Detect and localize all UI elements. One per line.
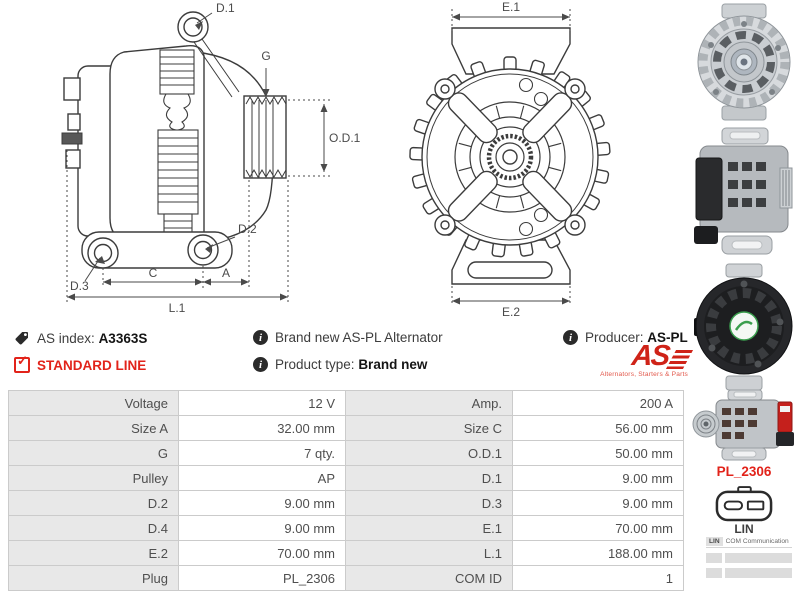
spec-row: D.2 9.00 mm D.3 9.00 mm — [8, 490, 684, 516]
as-index-text: AS index: A3363S — [37, 330, 148, 346]
producer-value: AS-PL — [647, 330, 688, 345]
spec-value-cell: 7 qty. — [178, 440, 346, 466]
producer-text: Producer: AS-PL — [585, 330, 688, 345]
brand-new-text: Brand new AS-PL Alternator — [275, 330, 443, 345]
spec-row: Voltage 12 V Amp. 200 A — [8, 390, 684, 416]
dim-label-e2: E.2 — [502, 305, 520, 319]
spec-label-cell: O.D.1 — [345, 440, 513, 466]
spec-label-cell: E.2 — [8, 540, 179, 566]
spec-value-cell: 200 A — [512, 390, 684, 416]
spec-label-cell: D.1 — [345, 465, 513, 491]
spec-value-cell: 9.00 mm — [512, 490, 684, 516]
product-photo-side-2[interactable] — [692, 388, 796, 467]
dim-label-d2: D.2 — [238, 222, 257, 236]
spec-label-cell: Amp. — [345, 390, 513, 416]
dim-label-c: C — [149, 266, 158, 280]
spec-label-cell: Voltage — [8, 390, 179, 416]
standard-line-label: STANDARD LINE — [37, 357, 147, 373]
check-icon: ✓ — [14, 353, 30, 373]
info-icon: i — [563, 330, 578, 345]
spec-row: Plug PL_2306 COM ID 1 — [8, 565, 684, 591]
as-pl-logo: AS Alternators, Starters & Parts — [586, 340, 694, 378]
as-index-value: A3363S — [98, 330, 148, 346]
alternator-side-photo-graphic — [694, 127, 793, 255]
spec-value-cell: 9.00 mm — [178, 490, 346, 516]
producer-item: i Producer: AS-PL — [563, 330, 688, 345]
spec-label-cell: COM ID — [345, 565, 513, 591]
spec-value-cell: 56.00 mm — [512, 415, 684, 441]
product-type-text: Product type: Brand new — [275, 357, 428, 372]
product-photo-side[interactable] — [692, 124, 796, 265]
as-pl-logo-tagline: Alternators, Starters & Parts — [600, 371, 688, 378]
side-view-technical-drawing: D.1 G O.D.1 D.2 D.3 C A L.1 — [61, 1, 361, 315]
plug-connector-icon — [715, 486, 773, 522]
alternator-front-photo-graphic — [697, 3, 791, 121]
as-index-item: AS index: A3363S — [14, 330, 147, 346]
dim-label-d3: D.3 — [70, 279, 89, 293]
spec-row: Pulley AP D.1 9.00 mm — [8, 465, 684, 491]
spec-row: Size A 32.00 mm Size C 56.00 mm — [8, 415, 684, 441]
spec-value-cell: 50.00 mm — [512, 440, 684, 466]
spec-value-cell: PL_2306 — [178, 565, 346, 591]
spec-row: G 7 qty. O.D.1 50.00 mm — [8, 440, 684, 466]
spec-label-cell: D.3 — [345, 490, 513, 516]
product-type-value: Brand new — [358, 357, 428, 372]
standard-line-item: ✓ STANDARD LINE — [14, 353, 147, 373]
spec-table: Voltage 12 V Amp. 200 A Size A 32.00 mm … — [8, 390, 684, 591]
product-type-item: i Product type: Brand new — [253, 357, 427, 372]
alternator-rear-photo-graphic — [694, 263, 793, 391]
com-table-placeholder-row — [706, 553, 792, 563]
brand-new-item: i Brand new AS-PL Alternator — [253, 330, 443, 345]
as-pl-logo-flag — [665, 350, 694, 369]
spec-value-cell: 188.00 mm — [512, 540, 684, 566]
spec-value-cell: 9.00 mm — [178, 515, 346, 541]
dim-label-e1: E.1 — [502, 0, 520, 14]
com-communication-table: LIN COM Communication — [706, 537, 792, 578]
info-icon: i — [253, 330, 268, 345]
spec-row: D.4 9.00 mm E.1 70.00 mm — [8, 515, 684, 541]
dim-label-g: G — [261, 49, 270, 63]
dim-label-a: A — [222, 266, 230, 280]
spec-value-cell: 70.00 mm — [512, 515, 684, 541]
spec-value-cell: 32.00 mm — [178, 415, 346, 441]
spec-label-cell: Size A — [8, 415, 179, 441]
spec-value-cell: 9.00 mm — [512, 465, 684, 491]
spec-label-cell: L.1 — [345, 540, 513, 566]
com-table-key: LIN — [706, 537, 723, 546]
dim-label-od1: O.D.1 — [329, 131, 361, 145]
spec-label-cell: Pulley — [8, 465, 179, 491]
alternator-side2-photo-graphic — [692, 389, 794, 461]
spec-label-cell: D.2 — [8, 490, 179, 516]
product-photo-rear[interactable] — [692, 262, 796, 397]
spec-value-cell: 70.00 mm — [178, 540, 346, 566]
spec-value-cell: 1 — [512, 565, 684, 591]
spec-label-cell: Plug — [8, 565, 179, 591]
com-table-value: COM Communication — [725, 538, 789, 545]
info-icon: i — [253, 357, 268, 372]
tag-icon — [15, 332, 28, 345]
spec-label-cell: Size C — [345, 415, 513, 441]
com-table-placeholder-row — [706, 568, 792, 578]
dim-label-l1: L.1 — [169, 301, 186, 315]
spec-label-cell: E.1 — [345, 515, 513, 541]
spec-label-cell: G — [8, 440, 179, 466]
spec-value-cell: AP — [178, 465, 346, 491]
plug-type-label: LIN — [734, 522, 754, 536]
front-view-technical-drawing: E.1 E.2 — [409, 0, 611, 319]
plug-code-label: PL_2306 — [716, 464, 772, 479]
spec-value-cell: 12 V — [178, 390, 346, 416]
spec-label-cell: D.4 — [8, 515, 179, 541]
product-photo-front[interactable] — [692, 2, 796, 127]
dim-label-d1: D.1 — [216, 1, 235, 15]
spec-row: E.2 70.00 mm L.1 188.00 mm — [8, 540, 684, 566]
as-pl-logo-text: AS — [630, 340, 670, 372]
